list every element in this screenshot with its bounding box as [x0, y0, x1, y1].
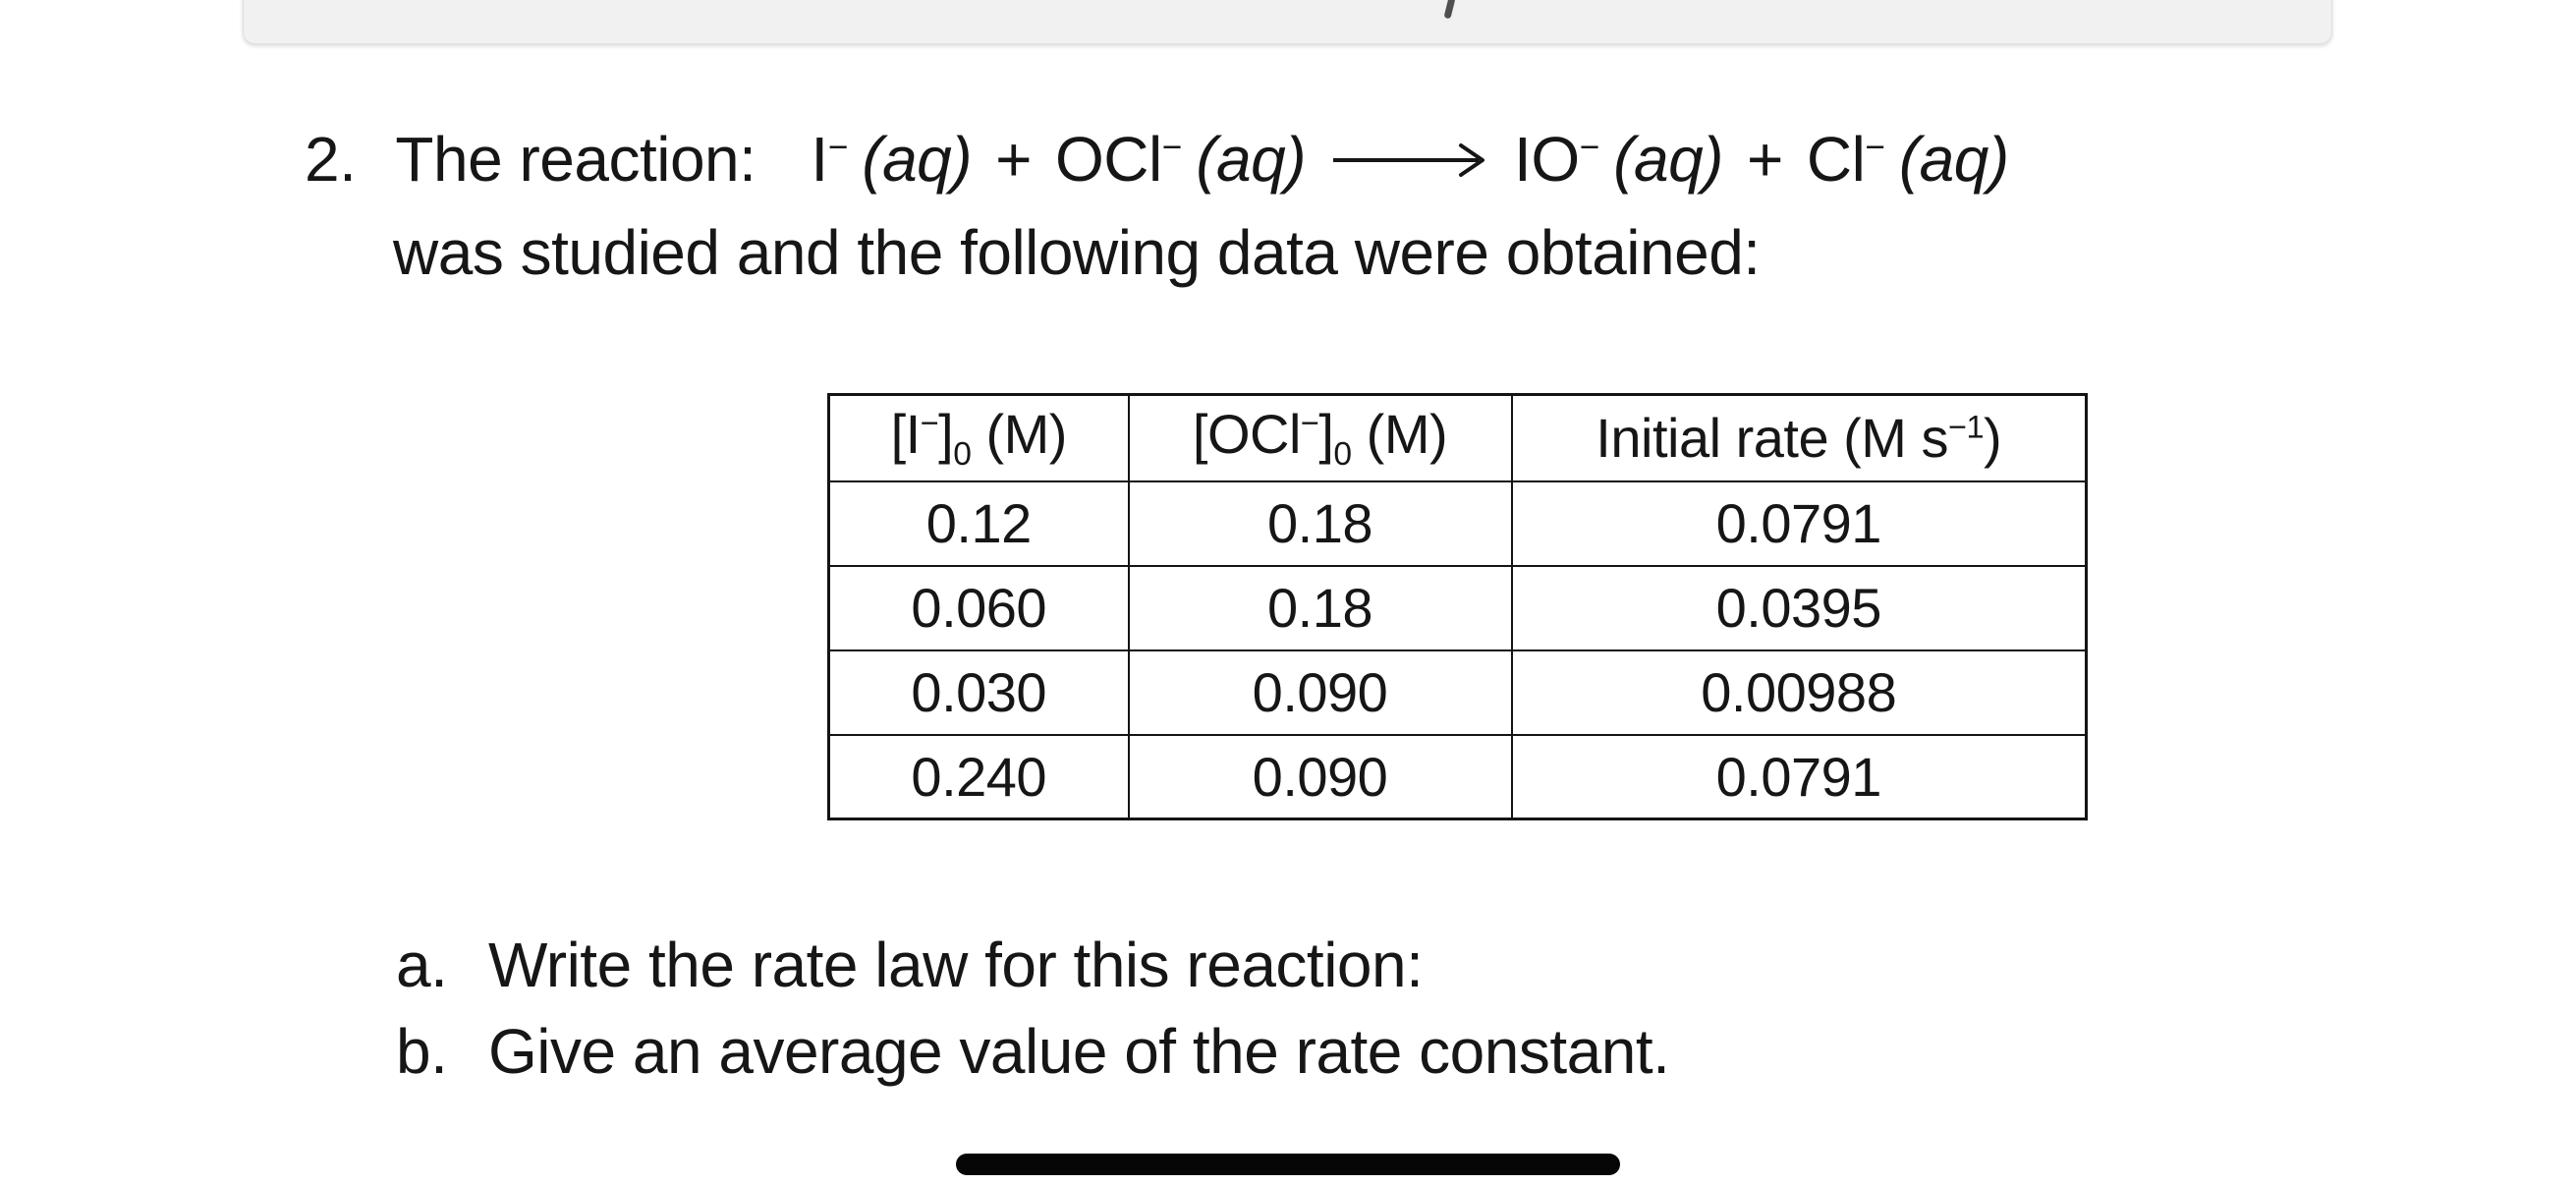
home-indicator[interactable] — [956, 1154, 1620, 1175]
kinetics-data-table: [I−]0 (M) [OCl−]0 (M) Initial rate (M s−… — [827, 393, 2088, 820]
problem-statement-line2: was studied and the following data were … — [393, 217, 1761, 288]
state-label: (aq) — [1196, 124, 1307, 195]
charge-superscript: − — [1161, 128, 1183, 167]
table-cell: 0.030 — [827, 649, 1130, 736]
charge-superscript: − — [920, 405, 939, 441]
exponent-superscript: −1 — [1948, 409, 1985, 445]
plus-sign: + — [995, 124, 1032, 195]
product-formula-chloride: Cl− (aq) — [1807, 124, 2009, 197]
formula-text: Cl — [1806, 124, 1866, 195]
table-row: 0.240 0.090 0.0791 — [827, 733, 2088, 820]
charge-superscript: − — [1300, 405, 1319, 441]
reaction-arrow-icon — [1331, 139, 1488, 182]
question-a: a. Write the rate law for this reaction: — [396, 930, 1424, 1002]
reactant-formula-iodide: I− (aq) — [811, 124, 972, 197]
table-row: 0.12 0.18 0.0791 — [827, 480, 2088, 567]
state-label: (aq) — [1613, 124, 1723, 195]
charge-superscript: − — [1579, 128, 1600, 167]
header-cell-iodide-concentration: [I−]0 (M) — [827, 393, 1130, 482]
charge-superscript: − — [1865, 128, 1885, 167]
problem-intro: The reaction: — [395, 124, 756, 195]
question-a-label: a. — [396, 930, 448, 1000]
table-cell: 0.00988 — [1510, 649, 2088, 736]
table-cell: 0.0395 — [1510, 564, 2088, 651]
table-cell: 0.0791 — [1510, 480, 2088, 567]
table-cell: 0.090 — [1127, 649, 1513, 736]
state-label: (aq) — [862, 124, 973, 195]
table-header-row: [I−]0 (M) [OCl−]0 (M) Initial rate (M s−… — [827, 393, 2088, 482]
problem-statement-line1: 2. The reaction: I− (aq) + OCl− (aq) IO− (a… — [305, 124, 2009, 197]
table-cell: 0.18 — [1127, 480, 1513, 567]
formula-text: IO — [1514, 124, 1580, 195]
plus-sign: + — [1746, 124, 1783, 195]
question-b-text: Give an average value of the rate consta… — [488, 1016, 1670, 1087]
state-label: (aq) — [1898, 124, 2009, 195]
initial-subscript: 0 — [1333, 436, 1352, 474]
header-cell-initial-rate: Initial rate (M s−1) — [1510, 393, 2088, 482]
formula-text: I — [811, 124, 828, 195]
table-cell: 0.090 — [1127, 733, 1513, 820]
table-row: 0.060 0.18 0.0395 — [827, 564, 2088, 651]
problem-number: 2. — [305, 124, 357, 195]
initial-subscript: 0 — [953, 436, 972, 474]
table-row: 0.030 0.090 0.00988 — [827, 649, 2088, 736]
question-b-label: b. — [396, 1016, 448, 1087]
question-a-text: Write the rate law for this reaction: — [488, 930, 1424, 1000]
charge-superscript: − — [827, 128, 849, 167]
table-cell: 0.0791 — [1510, 733, 2088, 820]
table-cell: 0.060 — [827, 564, 1130, 651]
header-cell-hypochlorite-concentration: [OCl−]0 (M) — [1127, 393, 1513, 482]
product-formula-hypoiodite: IO− (aq) — [1514, 124, 1723, 197]
table-cell: 0.18 — [1127, 564, 1513, 651]
table-cell: 0.12 — [827, 480, 1130, 567]
reactant-formula-hypochlorite: OCl− (aq) — [1054, 124, 1307, 197]
table-cell: 0.240 — [827, 733, 1130, 820]
handwriting-stroke — [1443, 0, 1456, 20]
question-b: b. Give an average value of the rate con… — [396, 1016, 1670, 1089]
formula-text: OCl — [1054, 124, 1162, 195]
previous-page-card[interactable] — [243, 0, 2332, 44]
